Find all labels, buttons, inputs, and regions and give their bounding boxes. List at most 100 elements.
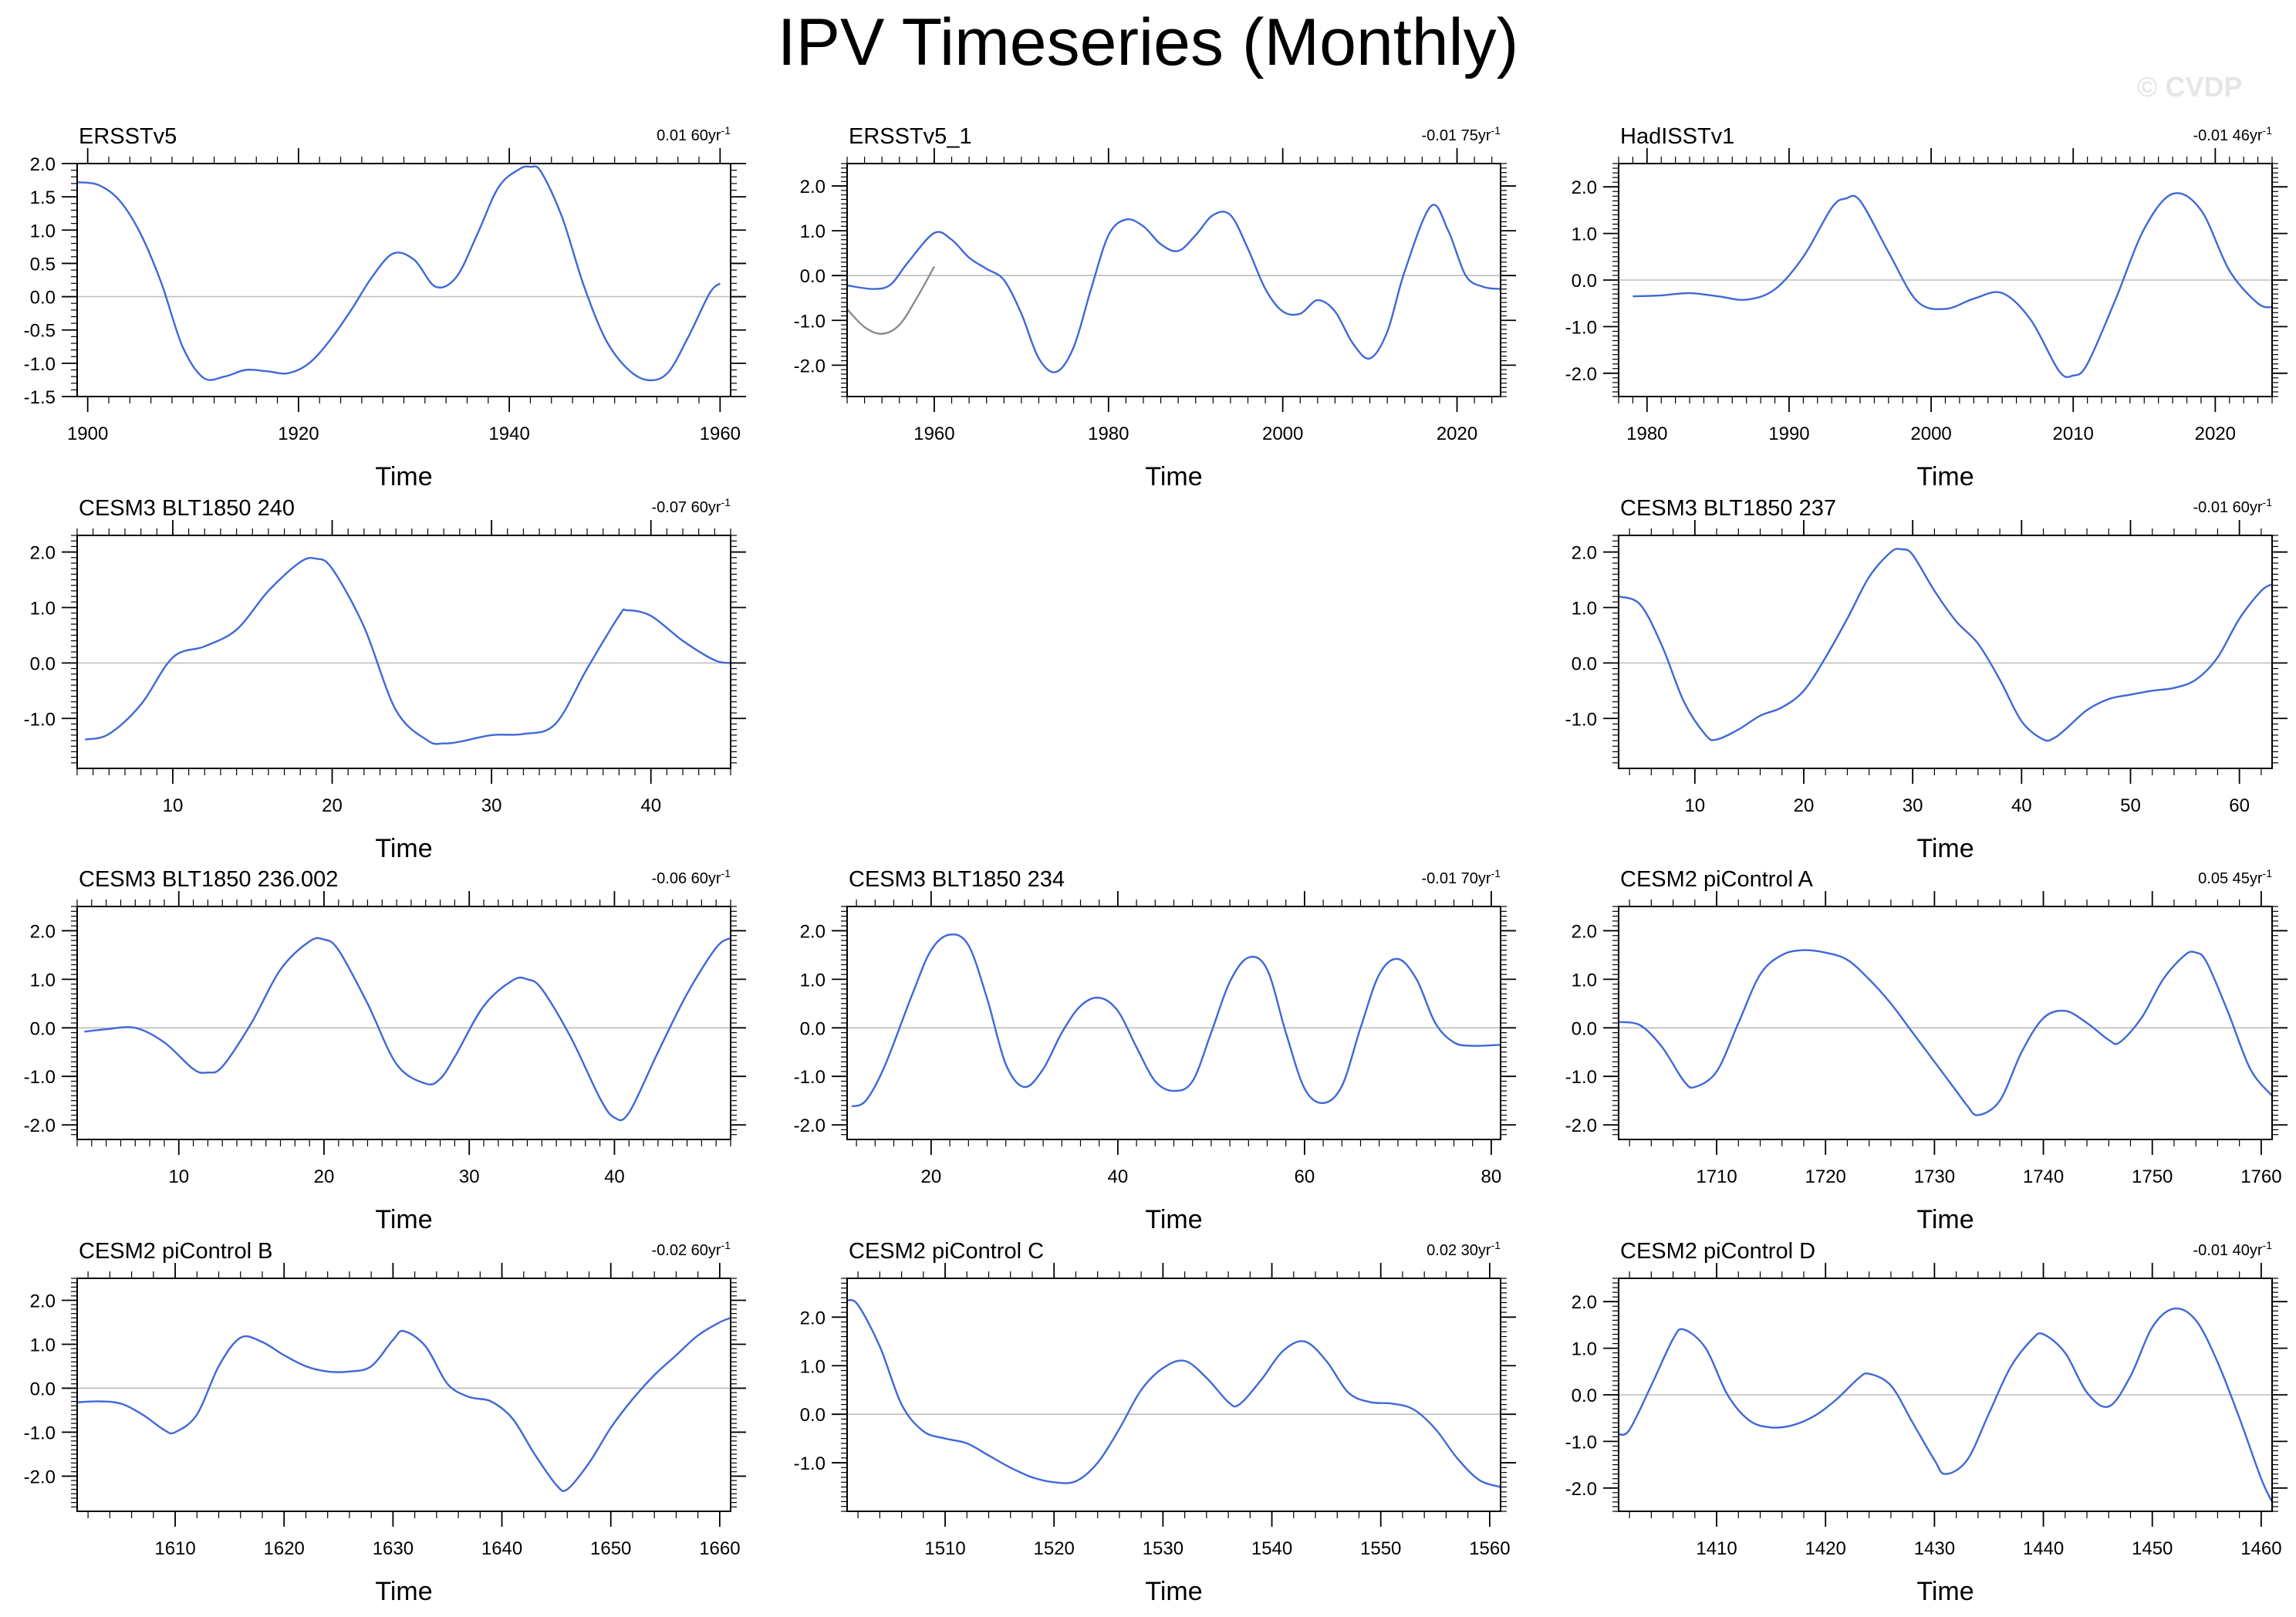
x-tick-label: 30 bbox=[459, 1166, 480, 1187]
y-tick-label: 1.0 bbox=[30, 970, 56, 991]
x-axis-label: Time bbox=[1145, 1205, 1202, 1234]
panel-title: CESM2 piControl A bbox=[1620, 867, 1813, 892]
plot-frame bbox=[76, 535, 731, 769]
y-tick-label: -1.0 bbox=[24, 354, 56, 375]
y-tick-label: -1.0 bbox=[24, 709, 56, 730]
trend-exponent: -1 bbox=[721, 496, 731, 508]
series-line bbox=[1618, 949, 2273, 1116]
series-line bbox=[846, 1298, 1501, 1488]
trend-label: 0.02 30yr-1 bbox=[1427, 1239, 1501, 1259]
x-tick-label: 1560 bbox=[1469, 1538, 1510, 1559]
trend-label: 0.01 60yr-1 bbox=[657, 124, 731, 144]
series-line bbox=[1618, 1307, 2274, 1503]
y-tick-label: 2.0 bbox=[30, 1291, 56, 1311]
trend-exponent: -1 bbox=[2263, 867, 2273, 879]
y-tick-label: -1.0 bbox=[24, 1067, 56, 1088]
panel-title: ERSSTv5 bbox=[79, 124, 177, 149]
x-tick-label: 60 bbox=[1295, 1166, 1315, 1187]
series-line bbox=[1618, 548, 2273, 742]
y-tick-label: -2.0 bbox=[24, 1116, 56, 1136]
y-tick-label: 1.0 bbox=[800, 970, 826, 991]
x-tick-label: 10 bbox=[1684, 795, 1705, 816]
x-tick-label: 1750 bbox=[2132, 1166, 2173, 1187]
y-tick-label: -1.0 bbox=[794, 311, 826, 332]
panel-title: CESM2 piControl B bbox=[79, 1239, 272, 1264]
x-tick-label: 10 bbox=[168, 1166, 189, 1187]
chart-panel: 1610 1620 1630 1640 1650 1660 -2.0 -1.0 0.0 1.0 2.… bbox=[24, 1239, 746, 1606]
y-tick-label: -1.0 bbox=[1565, 709, 1597, 730]
y-tick-label: -1.5 bbox=[24, 387, 56, 408]
y-tick-label: 1.0 bbox=[30, 598, 56, 619]
chart-panel: 1510 1520 1530 1540 1550 1560 -1.0 0.0 1.0 2.0 CES… bbox=[794, 1239, 1516, 1606]
x-tick-label: 1940 bbox=[488, 424, 529, 444]
y-tick-label: 2.0 bbox=[30, 921, 56, 942]
plot-frame bbox=[1618, 906, 2273, 1140]
y-tick-label: 0.0 bbox=[1572, 653, 1597, 674]
x-tick-label: 30 bbox=[1903, 795, 1923, 816]
trend-label: -0.01 40yr-1 bbox=[2193, 1239, 2272, 1259]
x-tick-label: 40 bbox=[640, 795, 661, 816]
chart-panel: 10 20 30 40 -1.0 0.0 1.0 2.0 CESM3 BLT1850 240 -0… bbox=[24, 496, 746, 863]
x-tick-label: 40 bbox=[1108, 1166, 1129, 1187]
x-tick-label: 1660 bbox=[699, 1538, 740, 1559]
y-tick-label: 1.0 bbox=[1572, 598, 1597, 619]
series-line bbox=[76, 165, 721, 382]
y-tick-label: -1.0 bbox=[1565, 1067, 1597, 1088]
x-tick-label: 20 bbox=[921, 1166, 942, 1187]
trend-label: -0.02 60yr-1 bbox=[651, 1239, 731, 1259]
y-tick-label: 2.0 bbox=[800, 921, 826, 942]
trend-exponent: -1 bbox=[721, 1239, 731, 1251]
x-tick-label: 1710 bbox=[1696, 1166, 1737, 1187]
trend-label: -0.01 60yr-1 bbox=[2193, 496, 2272, 516]
y-tick-label: -2.0 bbox=[24, 1467, 56, 1487]
y-tick-label: 0.0 bbox=[1572, 1386, 1597, 1406]
x-tick-label: 1760 bbox=[2240, 1166, 2281, 1187]
plot-frame bbox=[846, 906, 1501, 1140]
x-tick-label: 1960 bbox=[700, 424, 741, 444]
x-tick-label: 1430 bbox=[1914, 1538, 1955, 1559]
trend-label: -0.01 70yr-1 bbox=[1421, 867, 1501, 887]
x-tick-label: 1720 bbox=[1805, 1166, 1846, 1187]
y-tick-label: -2.0 bbox=[1565, 1479, 1597, 1500]
x-tick-label: 1980 bbox=[1626, 424, 1667, 444]
y-tick-label: 2.0 bbox=[30, 543, 56, 564]
x-tick-label: 1420 bbox=[1805, 1538, 1846, 1559]
x-tick-label: 1460 bbox=[2240, 1538, 2281, 1559]
y-tick-label: 1.0 bbox=[1572, 970, 1597, 991]
watermark: © CVDP bbox=[2137, 71, 2243, 103]
trend-exponent: -1 bbox=[2263, 1239, 2273, 1251]
x-tick-label: 1450 bbox=[2132, 1538, 2173, 1559]
x-tick-label: 2000 bbox=[1910, 424, 1951, 444]
plot-frame bbox=[1618, 535, 2273, 769]
series-line bbox=[76, 1317, 731, 1493]
y-tick-label: -2.0 bbox=[1565, 364, 1597, 385]
x-axis-label: Time bbox=[1916, 1577, 1974, 1606]
x-tick-label: 1410 bbox=[1696, 1538, 1737, 1559]
x-tick-label: 1650 bbox=[590, 1538, 631, 1559]
series-line bbox=[1633, 192, 2273, 379]
y-tick-label: 0.0 bbox=[30, 1379, 56, 1399]
trend-exponent: -1 bbox=[1491, 124, 1501, 137]
x-tick-label: 50 bbox=[2120, 795, 2141, 816]
panel-title: ERSSTv5_1 bbox=[849, 124, 972, 149]
x-tick-label: 2000 bbox=[1262, 424, 1303, 444]
y-tick-label: 2.0 bbox=[1572, 543, 1597, 564]
y-tick-label: -2.0 bbox=[794, 1116, 826, 1136]
x-tick-label: 1520 bbox=[1034, 1538, 1075, 1559]
plot-frame bbox=[76, 163, 731, 397]
y-tick-label: 1.5 bbox=[30, 187, 56, 208]
y-tick-label: 1.0 bbox=[30, 221, 56, 241]
y-tick-label: -1.0 bbox=[24, 1423, 56, 1443]
y-tick-label: 1.0 bbox=[800, 221, 826, 242]
x-tick-label: 1440 bbox=[2023, 1538, 2064, 1559]
x-tick-label: 1540 bbox=[1251, 1538, 1292, 1559]
x-tick-label: 10 bbox=[163, 795, 184, 816]
x-axis-label: Time bbox=[1145, 1577, 1202, 1606]
trend-label: -0.07 60yr-1 bbox=[651, 496, 731, 516]
panel-title: CESM3 BLT1850 236.002 bbox=[79, 867, 338, 892]
y-tick-label: 2.0 bbox=[1572, 177, 1597, 198]
y-tick-label: 0.0 bbox=[1572, 1018, 1597, 1039]
trend-exponent: -1 bbox=[1491, 1239, 1501, 1251]
x-tick-label: 2020 bbox=[1437, 424, 1477, 444]
